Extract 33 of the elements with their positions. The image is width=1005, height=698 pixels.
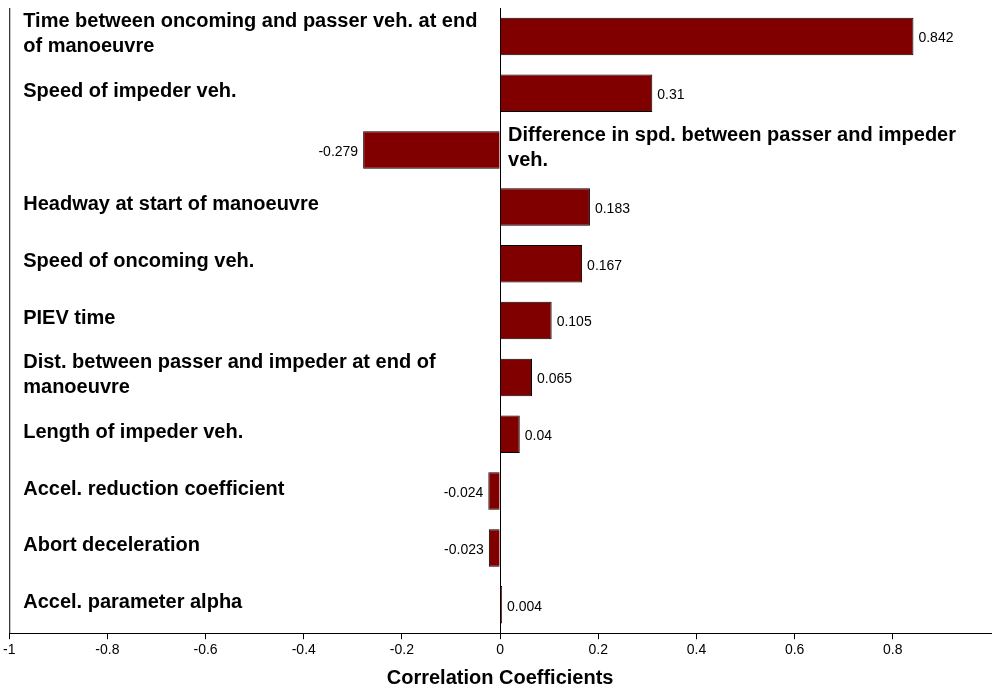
y-tick-label: Difference in spd. between passer and impeder veh. [508, 123, 957, 171]
x-tick-label: 0.8 [883, 641, 903, 658]
data-label: 0.842 [918, 29, 954, 46]
x-tick-label: -0.8 [95, 641, 120, 658]
data-label: 0.105 [556, 313, 592, 330]
x-tick-label: 0.4 [686, 641, 707, 658]
y-tick-label: Abort deceleration [23, 533, 200, 556]
y-tick-label: Speed of impeder veh. [23, 78, 237, 101]
x-axis-title: Correlation Coefficients [386, 665, 614, 688]
x-tick-label: -1 [3, 641, 16, 658]
x-tick-label: -0.6 [193, 641, 218, 658]
y-tick-label: PIEV time [23, 306, 116, 329]
x-tick-label: -0.4 [291, 641, 317, 658]
y-tick-label: Headway at start of manoeuvre [23, 192, 319, 215]
y-tick-label: Accel. parameter alpha [23, 590, 244, 613]
data-label: -0.024 [443, 483, 484, 500]
data-label: 0.31 [657, 86, 685, 103]
data-label: 0.183 [594, 199, 631, 216]
x-tick-label: -0.2 [389, 641, 415, 658]
data-label: 0.04 [524, 427, 553, 444]
y-tick-label: Dist. between passer and impeder at end of manoeuvre [23, 350, 436, 398]
y-tick-label: Speed of oncoming veh. [23, 249, 255, 272]
x-tick-label: 0.6 [784, 641, 805, 658]
data-label: -0.279 [318, 142, 359, 159]
y-tick-label: Accel. reduction coefficient [23, 476, 285, 499]
y-tick-label: Length of impeder veh. [23, 419, 244, 442]
data-label: 0.065 [537, 370, 573, 387]
y-tick-label: Time between oncoming and passer veh. at end of manoeuvre [23, 9, 478, 57]
x-tick-label: 0 [496, 641, 505, 658]
data-label: -0.023 [444, 540, 485, 557]
data-label: 0.004 [507, 597, 543, 614]
data-label: 0.167 [587, 256, 623, 273]
x-tick-label: 0.2 [588, 641, 609, 658]
